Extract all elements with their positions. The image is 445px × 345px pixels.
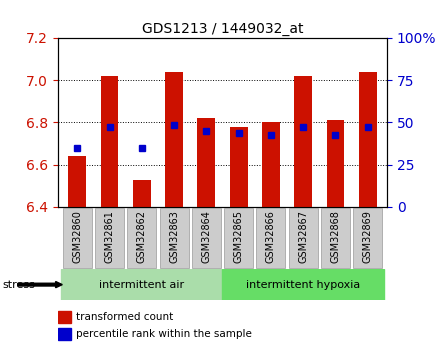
Text: percentile rank within the sample: percentile rank within the sample [76,329,252,339]
Bar [230,127,247,207]
FancyBboxPatch shape [224,208,253,268]
Bar [133,179,151,207]
FancyBboxPatch shape [353,208,382,268]
Text: GSM32864: GSM32864 [201,210,211,263]
Text: transformed count: transformed count [76,312,173,322]
FancyBboxPatch shape [321,208,350,268]
FancyBboxPatch shape [63,208,92,268]
Bar [165,72,183,207]
Bar [58,310,71,323]
Bar [359,72,376,207]
FancyBboxPatch shape [127,208,156,268]
Text: intermittent hypoxia: intermittent hypoxia [246,280,360,289]
Text: GSM32865: GSM32865 [234,210,244,263]
Text: GSM32860: GSM32860 [72,210,82,263]
Text: GSM32861: GSM32861 [105,210,114,263]
Title: GDS1213 / 1449032_at: GDS1213 / 1449032_at [142,21,303,36]
FancyBboxPatch shape [289,208,318,268]
FancyBboxPatch shape [95,208,124,268]
Text: GSM32867: GSM32867 [298,210,308,263]
Bar [294,76,312,207]
FancyBboxPatch shape [192,208,221,268]
Bar [69,156,86,207]
Bar [58,328,71,340]
Bar [61,269,222,300]
Text: GSM32869: GSM32869 [363,210,373,263]
Bar [327,120,344,207]
Bar [262,122,280,207]
Text: GSM32866: GSM32866 [266,210,276,263]
Text: GSM32868: GSM32868 [331,210,340,263]
Bar [101,76,118,207]
Bar [222,269,384,300]
Text: GSM32863: GSM32863 [169,210,179,263]
Text: GSM32862: GSM32862 [137,210,147,263]
Text: intermittent air: intermittent air [99,280,184,289]
Text: stress: stress [2,280,35,289]
Bar [198,118,215,207]
FancyBboxPatch shape [160,208,189,268]
FancyBboxPatch shape [256,208,285,268]
